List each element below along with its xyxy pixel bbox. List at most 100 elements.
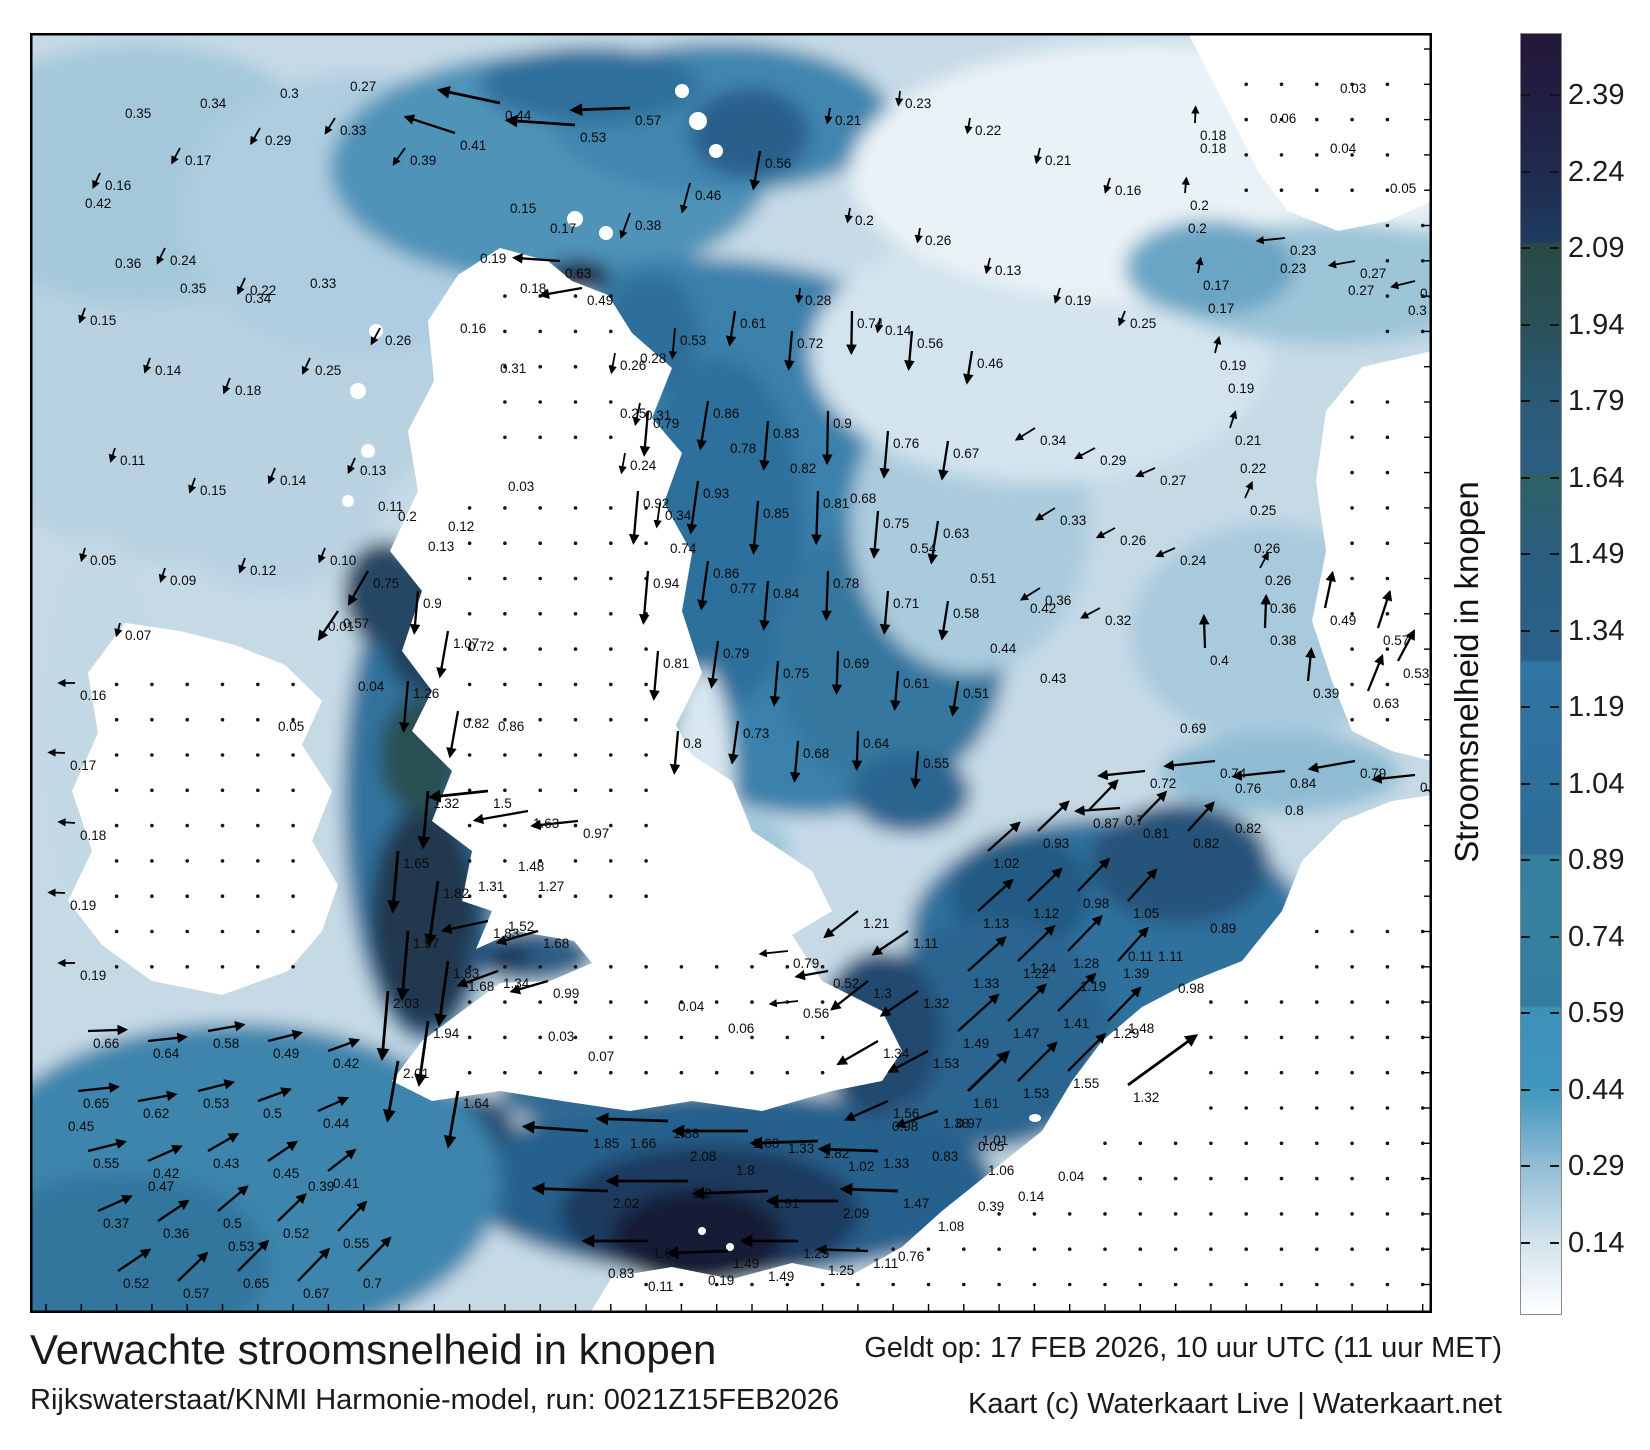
speed-label: 0.17 xyxy=(70,758,96,773)
current-arrow xyxy=(749,1136,819,1150)
current-arrow xyxy=(77,1082,120,1093)
colorbar-tick-mark xyxy=(1550,935,1559,938)
grid-dot xyxy=(1385,223,1390,228)
speed-label: 0.03 xyxy=(1340,81,1366,96)
grid-dot xyxy=(185,965,189,969)
grid-dot xyxy=(1420,1141,1425,1146)
grid-dot xyxy=(1032,1282,1037,1287)
grid-dot xyxy=(573,788,578,793)
speed-label: 0.49 xyxy=(587,293,613,308)
speed-label: 0.38 xyxy=(1270,633,1296,648)
grid-dot xyxy=(467,612,472,616)
current-arrow xyxy=(207,1132,240,1152)
grid-dot xyxy=(1315,153,1319,157)
colorbar-tick-mark xyxy=(1521,170,1530,173)
grid-dot xyxy=(1385,1282,1390,1287)
grid-dot xyxy=(1420,1176,1425,1181)
grid-dot xyxy=(1420,1247,1425,1251)
speed-label: 0.76 xyxy=(1235,781,1261,796)
grid-dot xyxy=(1279,153,1284,157)
grid-dot xyxy=(185,894,189,898)
grid-dot xyxy=(820,1000,825,1004)
grid-dot xyxy=(1173,1247,1178,1251)
current-arrow xyxy=(78,307,87,324)
grid-dot xyxy=(997,1212,1001,1216)
speed-label: 0.53 xyxy=(203,1096,229,1111)
speed-label: 1.25 xyxy=(828,1263,854,1278)
grid-dot xyxy=(573,435,578,440)
grid-dot xyxy=(609,329,613,334)
speed-label: 0.43 xyxy=(1040,671,1066,686)
current-arrow xyxy=(1057,972,1097,1012)
colorbar-tick-mark xyxy=(1521,553,1530,556)
speed-label: 0.24 xyxy=(630,458,657,473)
speed-label: 0.79 xyxy=(793,956,819,971)
grid-dot xyxy=(573,364,578,369)
current-arrow xyxy=(267,467,276,485)
grid-dot xyxy=(1385,1176,1390,1181)
speed-label: 0.3 xyxy=(280,86,299,101)
colorbar-tick-mark xyxy=(1521,935,1530,938)
grid-dot xyxy=(1279,1106,1284,1110)
current-arrow xyxy=(92,172,101,189)
grid-dot xyxy=(1385,400,1390,404)
current-arrow xyxy=(1017,1041,1058,1082)
speed-label: 0.36 xyxy=(115,256,141,271)
current-arrow xyxy=(894,1109,939,1129)
speed-label: 0.41 xyxy=(333,1176,359,1191)
grid-dot xyxy=(609,612,613,616)
current-arrow xyxy=(784,330,795,372)
speed-label: 1.91 xyxy=(773,1196,799,1211)
current-arrow xyxy=(839,1182,899,1196)
grid-dot xyxy=(1385,541,1390,545)
grid-dot xyxy=(467,717,472,722)
speed-label: 0.17 xyxy=(185,153,211,168)
grid-dot xyxy=(750,1035,754,1040)
speed-label: 1.56 xyxy=(893,1106,919,1121)
speed-label: 0.37 xyxy=(103,1216,129,1231)
grid-dot xyxy=(220,894,225,898)
grid-dot xyxy=(1420,1212,1425,1216)
grid-dot xyxy=(291,682,295,687)
current-arrow xyxy=(569,103,631,117)
speed-label: 1.19 xyxy=(1080,979,1106,994)
grid-dot xyxy=(1173,1282,1178,1287)
speed-label: 0.38 xyxy=(635,218,661,233)
speed-label: 0.18 xyxy=(1200,128,1226,143)
grid-dot xyxy=(503,717,507,722)
current-arrow xyxy=(237,277,246,296)
grid-dot xyxy=(1103,1282,1107,1287)
speed-label: 0.28 xyxy=(805,293,831,308)
current-arrow xyxy=(977,878,1014,912)
grid-dot xyxy=(185,929,189,934)
current-arrow xyxy=(158,567,167,583)
model-grid-dots xyxy=(114,82,1425,1287)
grid-dot xyxy=(1209,1212,1213,1216)
speed-label: 0.25 xyxy=(315,363,341,378)
current-arrow xyxy=(1077,857,1111,892)
colorbar-tick-mark xyxy=(1550,553,1559,556)
current-arrow xyxy=(824,107,833,125)
speed-label: 0.15 xyxy=(200,483,226,498)
speed-label: 0.05 xyxy=(1390,181,1416,196)
current-arrow xyxy=(403,114,456,135)
colorbar-tick-label: 0.74 xyxy=(1568,920,1625,953)
current-arrow xyxy=(387,850,401,914)
speed-label: 0.16 xyxy=(460,321,486,336)
speed-label: 0.05 xyxy=(978,1139,1004,1154)
speed-label: 1.8 xyxy=(736,1163,755,1178)
colorbar-title: Stroomsnelheid in knopen xyxy=(1448,481,1485,863)
grid-dot xyxy=(503,753,507,757)
speed-label: 0.04 xyxy=(678,999,705,1014)
current-arrow xyxy=(696,400,710,451)
current-arrow xyxy=(376,990,390,1062)
current-arrow xyxy=(844,207,853,224)
grid-dot xyxy=(503,788,507,793)
grid-dot xyxy=(1420,965,1425,969)
speed-label: 0.83 xyxy=(773,426,799,441)
grid-dot xyxy=(1173,1212,1178,1216)
speed-label: 0.18 xyxy=(520,281,546,296)
speed-label: 0.65 xyxy=(243,1276,269,1291)
grid-dot xyxy=(256,823,260,828)
current-arrow xyxy=(871,930,909,956)
